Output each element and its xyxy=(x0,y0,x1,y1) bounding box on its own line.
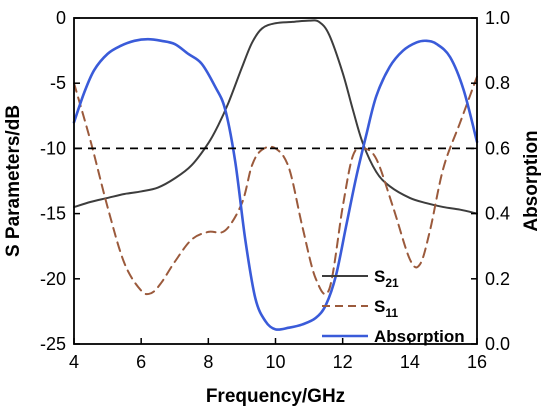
right-y-tick-label-0.4: 0.4 xyxy=(485,204,510,224)
x-tick-label-14: 14 xyxy=(400,352,420,372)
axis-ticks xyxy=(73,17,478,345)
left-y-tick-label--20: -20 xyxy=(40,269,66,289)
x-tick-label-8: 8 xyxy=(203,352,213,372)
x-axis-title: Frequency/GHz xyxy=(206,386,345,407)
right-y-tick-label-0.0: 0.0 xyxy=(485,334,510,354)
legend-label-s21: S21 xyxy=(374,267,399,290)
axis-tick-labels: 4 6 8 10 12 14 16 0 -5 -10 -15 -20 -25 1.0 0.8 0.6 0.4 0.… xyxy=(40,8,510,372)
right-y-tick-label-0.6: 0.6 xyxy=(485,138,510,158)
x-tick-label-10: 10 xyxy=(265,352,285,372)
legend-label-absorption: Absorption xyxy=(374,327,465,346)
series-lines xyxy=(72,19,479,331)
right-y-tick-label-0.8: 0.8 xyxy=(485,73,510,93)
series-line-absorption xyxy=(72,37,479,331)
left-y-tick-label--10: -10 xyxy=(40,138,66,158)
left-y-tick-label--15: -15 xyxy=(40,204,66,224)
series-line-s21 xyxy=(73,19,478,215)
left-y-tick-label-0: 0 xyxy=(56,8,66,28)
right-y-tick-label-1.0: 1.0 xyxy=(485,8,510,28)
legend-label-s11: S11 xyxy=(374,297,398,320)
left-y-axis-title: S Parameters/dB xyxy=(3,105,24,257)
x-tick-label-4: 4 xyxy=(69,352,79,372)
right-y-axis-title: Absorption xyxy=(521,130,542,231)
x-tick-label-6: 6 xyxy=(136,352,146,372)
right-y-tick-label-0.2: 0.2 xyxy=(485,269,510,289)
x-tick-label-16: 16 xyxy=(467,352,487,372)
x-tick-label-12: 12 xyxy=(333,352,353,372)
plot-area-frame xyxy=(73,17,478,345)
legend: S21 S11 Absorption xyxy=(322,267,465,346)
left-y-tick-label--25: -25 xyxy=(40,334,66,354)
series-line-s11 xyxy=(73,75,478,296)
left-y-tick-label--5: -5 xyxy=(50,73,66,93)
